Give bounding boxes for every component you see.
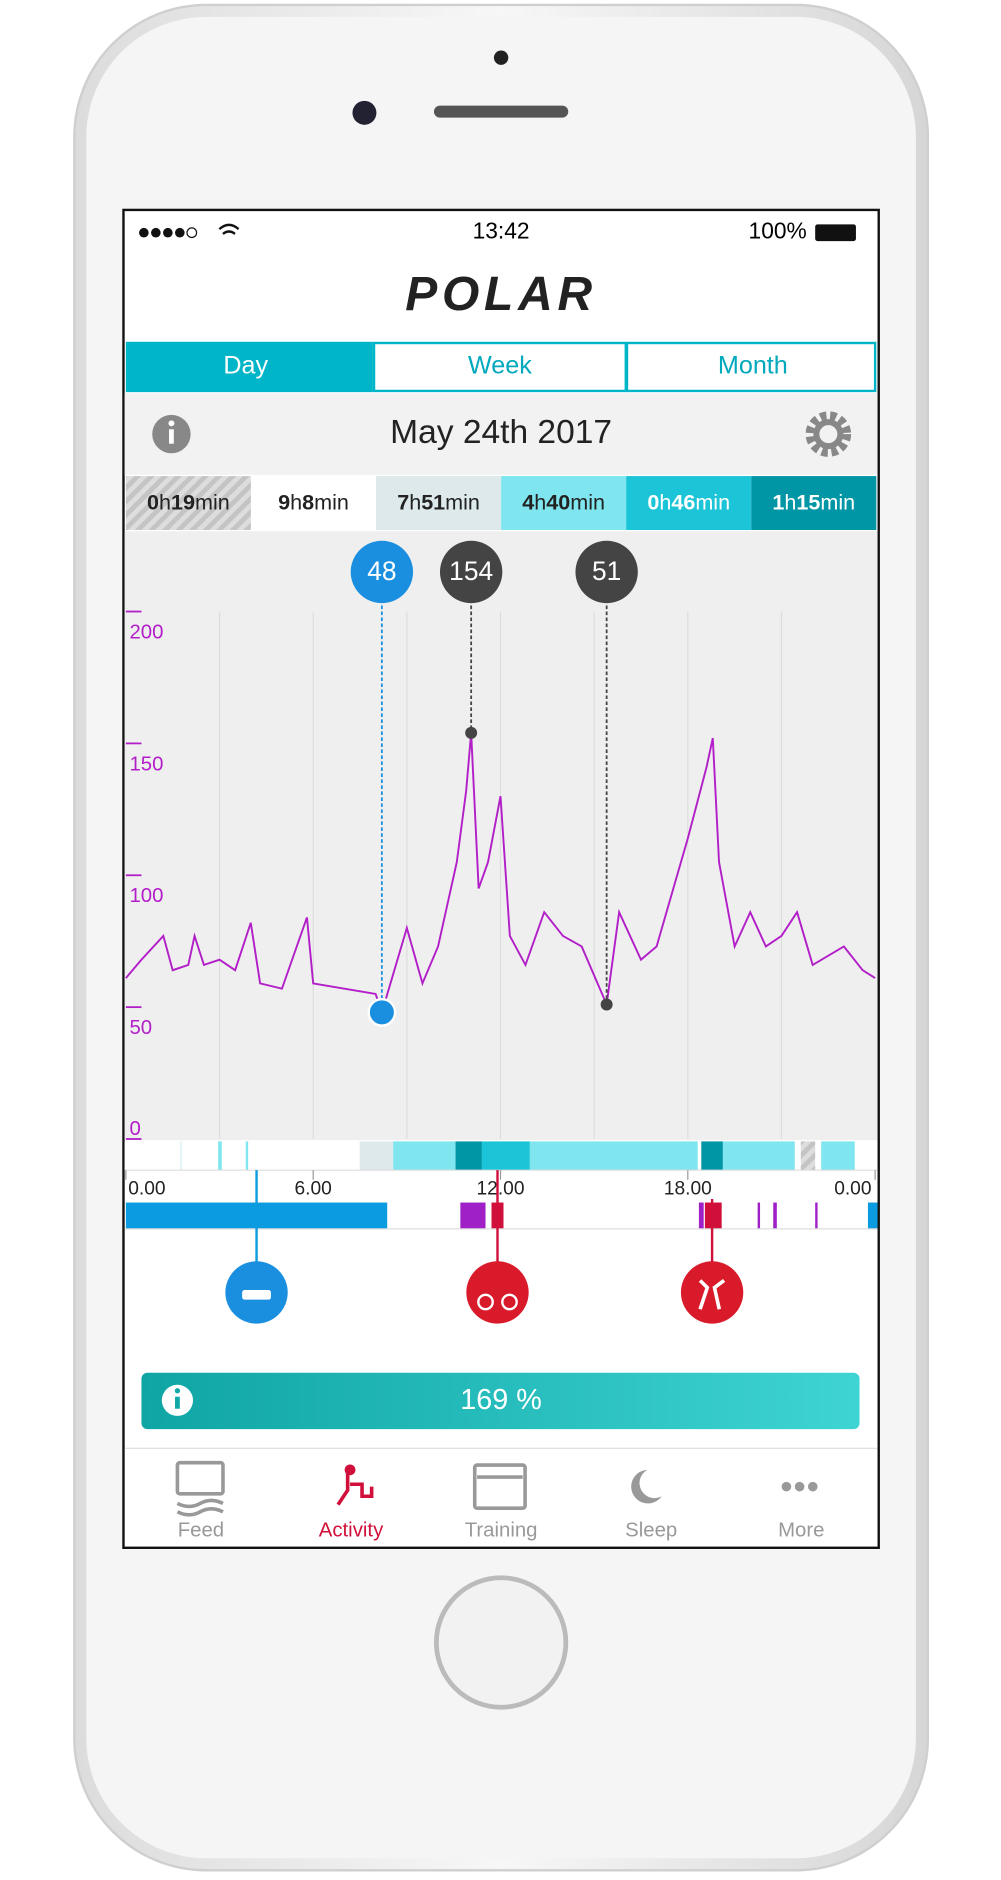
- x-tick-label: 0.00: [834, 1178, 871, 1199]
- battery-icon: [815, 224, 856, 242]
- nav-label[interactable]: Sleep: [625, 1519, 677, 1541]
- sensor: [493, 50, 509, 65]
- x-tick-label: 6.00: [295, 1178, 332, 1199]
- marker-bubble[interactable]: [575, 540, 638, 604]
- duration-label: 1h15min: [772, 489, 855, 514]
- duration-cell: [501, 476, 627, 531]
- tab-active[interactable]: [125, 341, 373, 393]
- activity-icons: [225, 1170, 744, 1324]
- duration-cell: [751, 476, 877, 531]
- nav-bar: Feed Activity Training Sleep More: [178, 1519, 825, 1541]
- date: May 24th 2017: [390, 414, 612, 451]
- date-row: [124, 393, 878, 475]
- marker-label: 48: [367, 556, 396, 586]
- x-tick-label: 18.00: [664, 1178, 712, 1199]
- info-glyph: [169, 429, 174, 444]
- nav-label[interactable]: Training: [465, 1519, 538, 1541]
- marker-label: 51: [592, 556, 621, 586]
- x-tick-label: 0.00: [128, 1178, 165, 1199]
- x-tick-label: 12.00: [477, 1178, 525, 1199]
- info-glyph: [174, 1388, 181, 1394]
- duration-label: 4h40min: [522, 489, 605, 514]
- nav-icons: [175, 1460, 818, 1517]
- duration-cell: [376, 476, 502, 531]
- logo: POLAR: [405, 268, 597, 321]
- tab[interactable]: [625, 341, 877, 393]
- y-tick-label: 100: [129, 885, 163, 907]
- y-tick-label: 0: [129, 1118, 140, 1140]
- y-tick-label: 200: [129, 621, 163, 643]
- marker-bubble[interactable]: [439, 540, 503, 604]
- duration-strip: 0h19min 9h8min 7h51min 4h40min 0h46min 1h15mi…: [125, 476, 877, 531]
- y-tick-label: 150: [129, 753, 163, 775]
- wifi-icon: [218, 223, 240, 235]
- signal: [139, 227, 198, 239]
- heart-rate-line: [125, 732, 876, 1016]
- heart-rate-chart: 0 50 100 150 200 48 154 51: [125, 540, 876, 1140]
- status-battery: 100%: [749, 218, 807, 244]
- camera: [352, 100, 377, 125]
- progress-bar[interactable]: [141, 1372, 860, 1430]
- info-glyph: [175, 1396, 180, 1409]
- marker-dot: [367, 998, 397, 1027]
- activity-strip: [124, 1141, 878, 1171]
- y-tick-label: 50: [129, 1017, 152, 1039]
- home-button[interactable]: [433, 1575, 569, 1710]
- duration-cell: [626, 476, 752, 531]
- cycling-icon[interactable]: [466, 1261, 529, 1324]
- tab-label[interactable]: Day: [223, 352, 268, 380]
- duration-label: 0h46min: [647, 489, 730, 514]
- marker-dot: [600, 998, 613, 1011]
- duration-label: 7h51min: [397, 489, 480, 514]
- progress-value: 169 %: [460, 1384, 542, 1416]
- nav-label[interactable]: Activity: [319, 1519, 384, 1541]
- settings-glyph: [813, 419, 844, 450]
- tab-label[interactable]: Week: [468, 352, 532, 380]
- time-axis: 0.00 6.00 12.00 18.00 0.00: [125, 1170, 876, 1199]
- nav-label[interactable]: Feed: [178, 1519, 224, 1541]
- marker-bubble[interactable]: [350, 540, 414, 604]
- status-time: 13:42: [473, 218, 530, 244]
- duration-cell: [250, 476, 377, 531]
- tab-label[interactable]: Month: [718, 352, 788, 380]
- dance-icon[interactable]: [680, 1261, 744, 1324]
- marker-dot: [465, 726, 478, 739]
- duration-label: 9h8min: [278, 489, 349, 514]
- tab[interactable]: [372, 341, 627, 393]
- marker-label: 154: [449, 556, 493, 586]
- nav-label[interactable]: More: [778, 1519, 824, 1541]
- settings-button[interactable]: [805, 411, 852, 457]
- info-glyph: [168, 420, 175, 427]
- speaker: [433, 105, 569, 118]
- duration-cell: [125, 476, 251, 531]
- duration-label: 0h19min: [147, 489, 230, 514]
